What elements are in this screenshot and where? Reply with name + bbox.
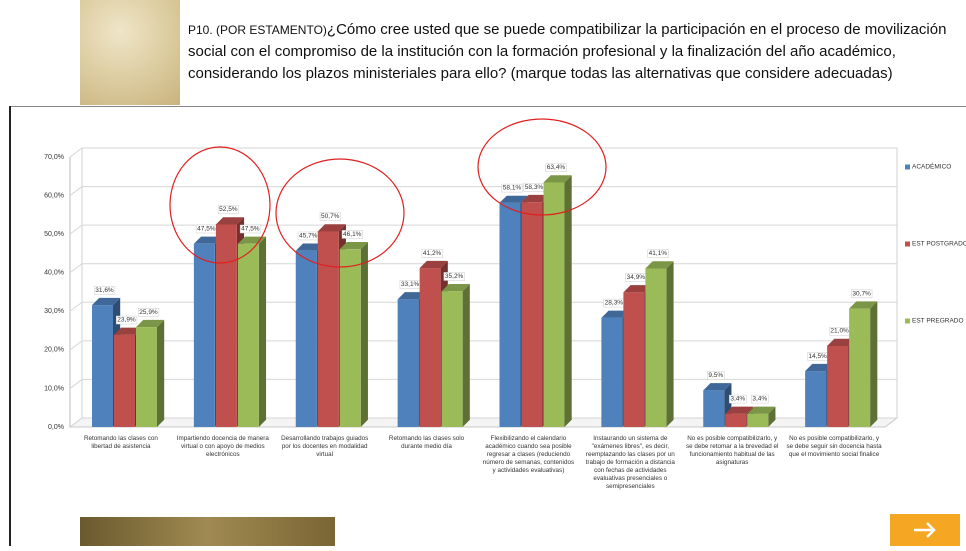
bar-front [747,414,768,427]
x-tick-label: Retomando las clases solo durante medio … [379,435,475,451]
y-tick-label: 10,0% [44,385,64,392]
bar-front [500,203,521,427]
bar-front [216,225,237,428]
value-label: 28,3% [605,300,624,307]
grid-line [70,302,82,311]
bar-side [870,301,877,427]
y-tick-label: 20,0% [44,347,64,354]
bar-front [544,182,565,427]
bar-side [463,284,470,427]
bar-front [238,244,259,427]
y-tick-label: 60,0% [44,192,64,199]
bar-front [194,244,215,427]
grid-line [70,341,82,350]
value-label: 31,6% [95,287,114,294]
x-tick-label-box: Impartiendo docencia de manera virtual o… [175,435,271,515]
x-tick-label: No es posible compatibilizarlo, y se deb… [684,435,780,467]
value-label: 9,5% [708,372,723,379]
y-tick-label: 70,0% [44,154,64,161]
x-tick-label: Impartiendo docencia de manera virtual o… [175,435,271,459]
value-label: 47,5% [241,226,260,233]
grid-line [70,225,82,234]
legend-label: ACADÉMICO [912,162,951,171]
legend-label: EST PREGRADO [912,318,964,325]
grid-line [70,187,82,196]
x-tick-label: Flexibilizando el calendario académico c… [481,435,577,475]
value-label: 23,9% [117,317,136,324]
bar-front [522,202,543,427]
value-label: 25,9% [139,309,158,316]
bar-front [623,292,644,427]
bar-front [296,251,317,427]
value-label: 52,5% [219,206,238,213]
legend-swatch [905,242,910,247]
x-tick-label-box: Retomando las clases con libertad de asi… [73,435,169,515]
x-tick-label: Desarrollando trabajos guiados por los d… [277,435,373,459]
x-tick-label: Instaurando un sistema de "exámenes libr… [582,435,678,491]
bar-side [259,237,266,427]
bar-front [645,268,666,427]
grid-line [70,379,82,388]
value-label: 14,5% [808,353,827,360]
value-label: 45,7% [299,232,318,239]
value-label: 21,0% [830,328,849,335]
x-tick-label: No es posible compatibilizarlo, y se deb… [786,435,882,459]
bar-front [725,414,746,427]
x-tick-label: Retomando las clases con libertad de asi… [73,435,169,451]
value-label: 58,3% [525,184,544,191]
value-label: 41,2% [423,250,442,257]
y-tick-label: 0,0% [48,424,64,431]
y-tick-label: 40,0% [44,270,64,277]
bar-side [666,261,673,427]
legend-swatch [905,165,910,170]
bar-side [565,175,572,427]
value-label: 34,9% [627,274,646,281]
x-tick-label-box: No es posible compatibilizarlo, y se deb… [684,435,780,515]
y-tick-label: 30,0% [44,308,64,315]
grid-line [70,148,82,157]
value-label: 50,7% [321,213,340,220]
grid-line [70,264,82,273]
value-label: 3,4% [752,396,767,403]
x-tick-label-box: Desarrollando trabajos guiados por los d… [277,435,373,515]
bar-front [601,318,622,427]
page: P10. (POR ESTAMENTO)¿Cómo cree usted que… [0,0,966,546]
value-label: 58,1% [503,185,522,192]
bar-front [849,309,870,427]
value-label: 41,1% [649,250,668,257]
value-label: 35,2% [445,273,464,280]
x-tick-label-box: No es posible compatibilizarlo, y se deb… [786,435,882,515]
value-label: 63,4% [547,164,566,171]
chart: 0,0% 10,0% 20,0% 30,0% 40,0% 50,0% 60,0% 70,0% 3… [0,0,966,546]
value-label: 3,4% [730,396,745,403]
y-tick-label: 50,0% [44,231,64,238]
bar-side [157,320,164,427]
bar-front [318,231,339,427]
value-label: 30,7% [852,290,871,297]
value-label: 33,1% [401,281,420,288]
x-tick-label-box: Retomando las clases solo durante medio … [379,435,475,515]
x-tick-label-box: Flexibilizando el calendario académico c… [481,435,577,515]
bar-front [703,390,724,427]
bar-side [361,242,368,427]
legend-label: EST POSTGRADO [912,241,966,248]
bar-front [114,335,135,427]
value-label: 46,1% [343,231,362,238]
bar-front [827,346,848,427]
bar-front [136,327,157,427]
value-label: 47,5% [197,226,216,233]
x-tick-label-box: Instaurando un sistema de "exámenes libr… [582,435,678,515]
bar-front [805,371,826,427]
bar-front [340,249,361,427]
bar-front [442,291,463,427]
bar-front [420,268,441,427]
bar-front [92,305,113,427]
legend-swatch [905,319,910,324]
bar-front [398,299,419,427]
